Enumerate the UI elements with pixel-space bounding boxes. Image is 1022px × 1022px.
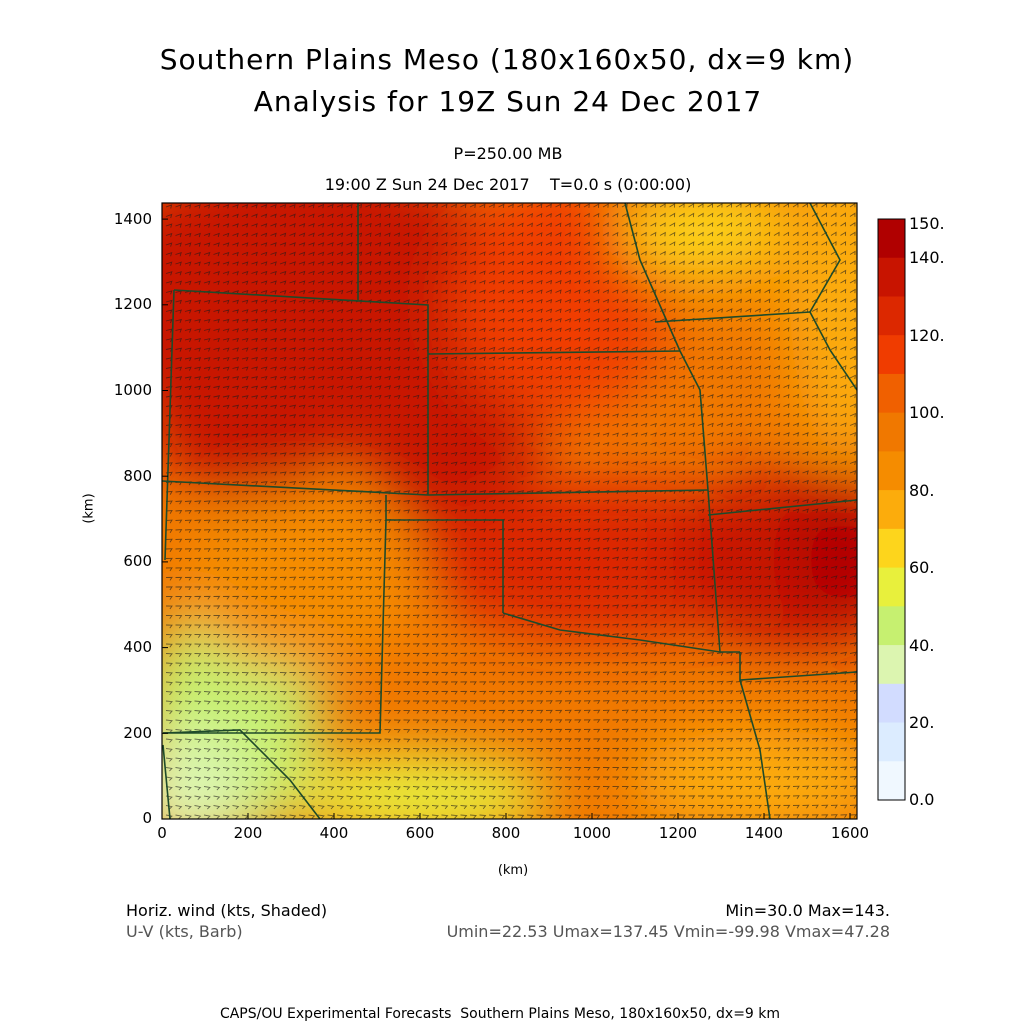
- border-colorado-west: [164, 289, 175, 561]
- x-tick-label: 400: [319, 824, 349, 842]
- axis-tick-marks: [161, 218, 851, 820]
- colorbar-swatch: [878, 567, 905, 607]
- plot-frame: [161, 202, 858, 820]
- colorbar-label: 0.0: [909, 790, 935, 809]
- x-axis-label: (km): [497, 863, 529, 878]
- colorbar-label: 80.: [909, 481, 935, 500]
- footer-credit: CAPS/OU Experimental Forecasts Southern …: [219, 1006, 781, 1022]
- y-tick-label: 1200: [113, 295, 152, 313]
- slow-region-iowa: [620, 203, 780, 270]
- colorbar-label: 120.: [909, 326, 945, 345]
- jet-max-east: [790, 500, 857, 620]
- x-tick-label: 1000: [572, 824, 612, 842]
- y-tick-label: 600: [123, 552, 152, 570]
- slow-region-east-edge: [790, 203, 857, 460]
- border-new-mexico-texas: [385, 495, 504, 613]
- colorbar-label: 20.: [909, 713, 935, 732]
- colorbar-label: 140.: [909, 248, 945, 267]
- colorbar-label: 100.: [909, 403, 945, 422]
- colorbar-label: 40.: [909, 636, 935, 655]
- wind-barbs: [165, 203, 857, 819]
- x-tick-label: 1200: [658, 824, 698, 842]
- colorbar-swatch: [878, 722, 905, 762]
- field-min-max: Min=30.0 Max=143.: [725, 901, 890, 920]
- pressure-level: P=250.00 MB: [453, 144, 563, 163]
- border-nebraska-kansas: [427, 350, 681, 355]
- colorbar-swatch: [878, 373, 905, 414]
- border-mexico: [162, 744, 171, 819]
- colorbar-swatch: [878, 645, 905, 685]
- y-tick-label: 1400: [113, 210, 152, 228]
- colorbar-swatch: [878, 296, 905, 336]
- colorbar-swatch: [878, 528, 905, 569]
- colorbar-swatch: [878, 219, 905, 259]
- border-kansas-missouri: [679, 350, 709, 491]
- x-tick-label: 1400: [744, 824, 784, 842]
- state-borders: [162, 203, 857, 819]
- barb-glyphs: [165, 203, 857, 819]
- colorbar-swatch: [878, 761, 905, 801]
- y-tick-label: 800: [123, 467, 152, 485]
- valid-time: 19:00 Z Sun 24 Dec 2017 T=0.0 s (0:00:00…: [324, 175, 692, 194]
- x-tick-label: 1600: [830, 824, 870, 842]
- colorbar: [877, 218, 906, 801]
- field-uv-stats: Umin=22.53 Umax=137.45 Vmin=-99.98 Vmax=…: [446, 922, 890, 941]
- slow-region-south: [290, 755, 550, 819]
- slow-region-southeast: [630, 730, 857, 819]
- y-axis-label: (km): [81, 493, 97, 524]
- colorbar-label: 60.: [909, 558, 935, 577]
- border-texas-louisiana: [739, 679, 771, 819]
- colorbar-swatch: [878, 412, 905, 452]
- wind-speed-shading: [162, 203, 857, 819]
- border-arkansas-missouri: [707, 499, 857, 516]
- x-tick-label: 0: [157, 824, 167, 842]
- title-line-2: Analysis for 19Z Sun 24 Dec 2017: [253, 85, 763, 118]
- y-tick-label: 0: [142, 809, 152, 827]
- title-line-1: Southern Plains Meso (180x160x50, dx=9 k…: [159, 43, 855, 76]
- colorbar-label: 150.: [909, 214, 945, 233]
- border-iowa-missouri: [654, 311, 811, 323]
- colorbar-swatch: [878, 683, 905, 724]
- vector-name: U-V (kts, Barb): [126, 922, 243, 941]
- y-tick-label: 200: [123, 724, 152, 742]
- x-tick-label: 600: [405, 824, 435, 842]
- y-tick-label: 1000: [113, 381, 152, 399]
- x-tick-label: 800: [491, 824, 521, 842]
- colorbar-swatch: [878, 606, 905, 646]
- border-oklahoma-arkansas: [707, 489, 721, 653]
- border-red-river: [502, 612, 740, 653]
- border-kansas-oklahoma: [162, 480, 709, 496]
- jet-band-kansas: [450, 203, 670, 420]
- border-new-mexico-south: [163, 519, 387, 734]
- colorbar-swatch: [878, 451, 905, 491]
- jet-core-west: [162, 280, 360, 500]
- border-wyoming-colorado: [173, 289, 429, 495]
- x-tick-label: 200: [233, 824, 263, 842]
- border-mississippi: [809, 203, 857, 391]
- y-tick-label: 400: [123, 638, 152, 656]
- colorbar-swatch: [878, 335, 905, 375]
- field-name: Horiz. wind (kts, Shaded): [126, 901, 328, 920]
- border-rio-grande: [162, 729, 321, 819]
- colorbar-swatch: [878, 257, 905, 297]
- colorbar-frame: [877, 218, 906, 801]
- colorbar-swatch: [878, 490, 905, 530]
